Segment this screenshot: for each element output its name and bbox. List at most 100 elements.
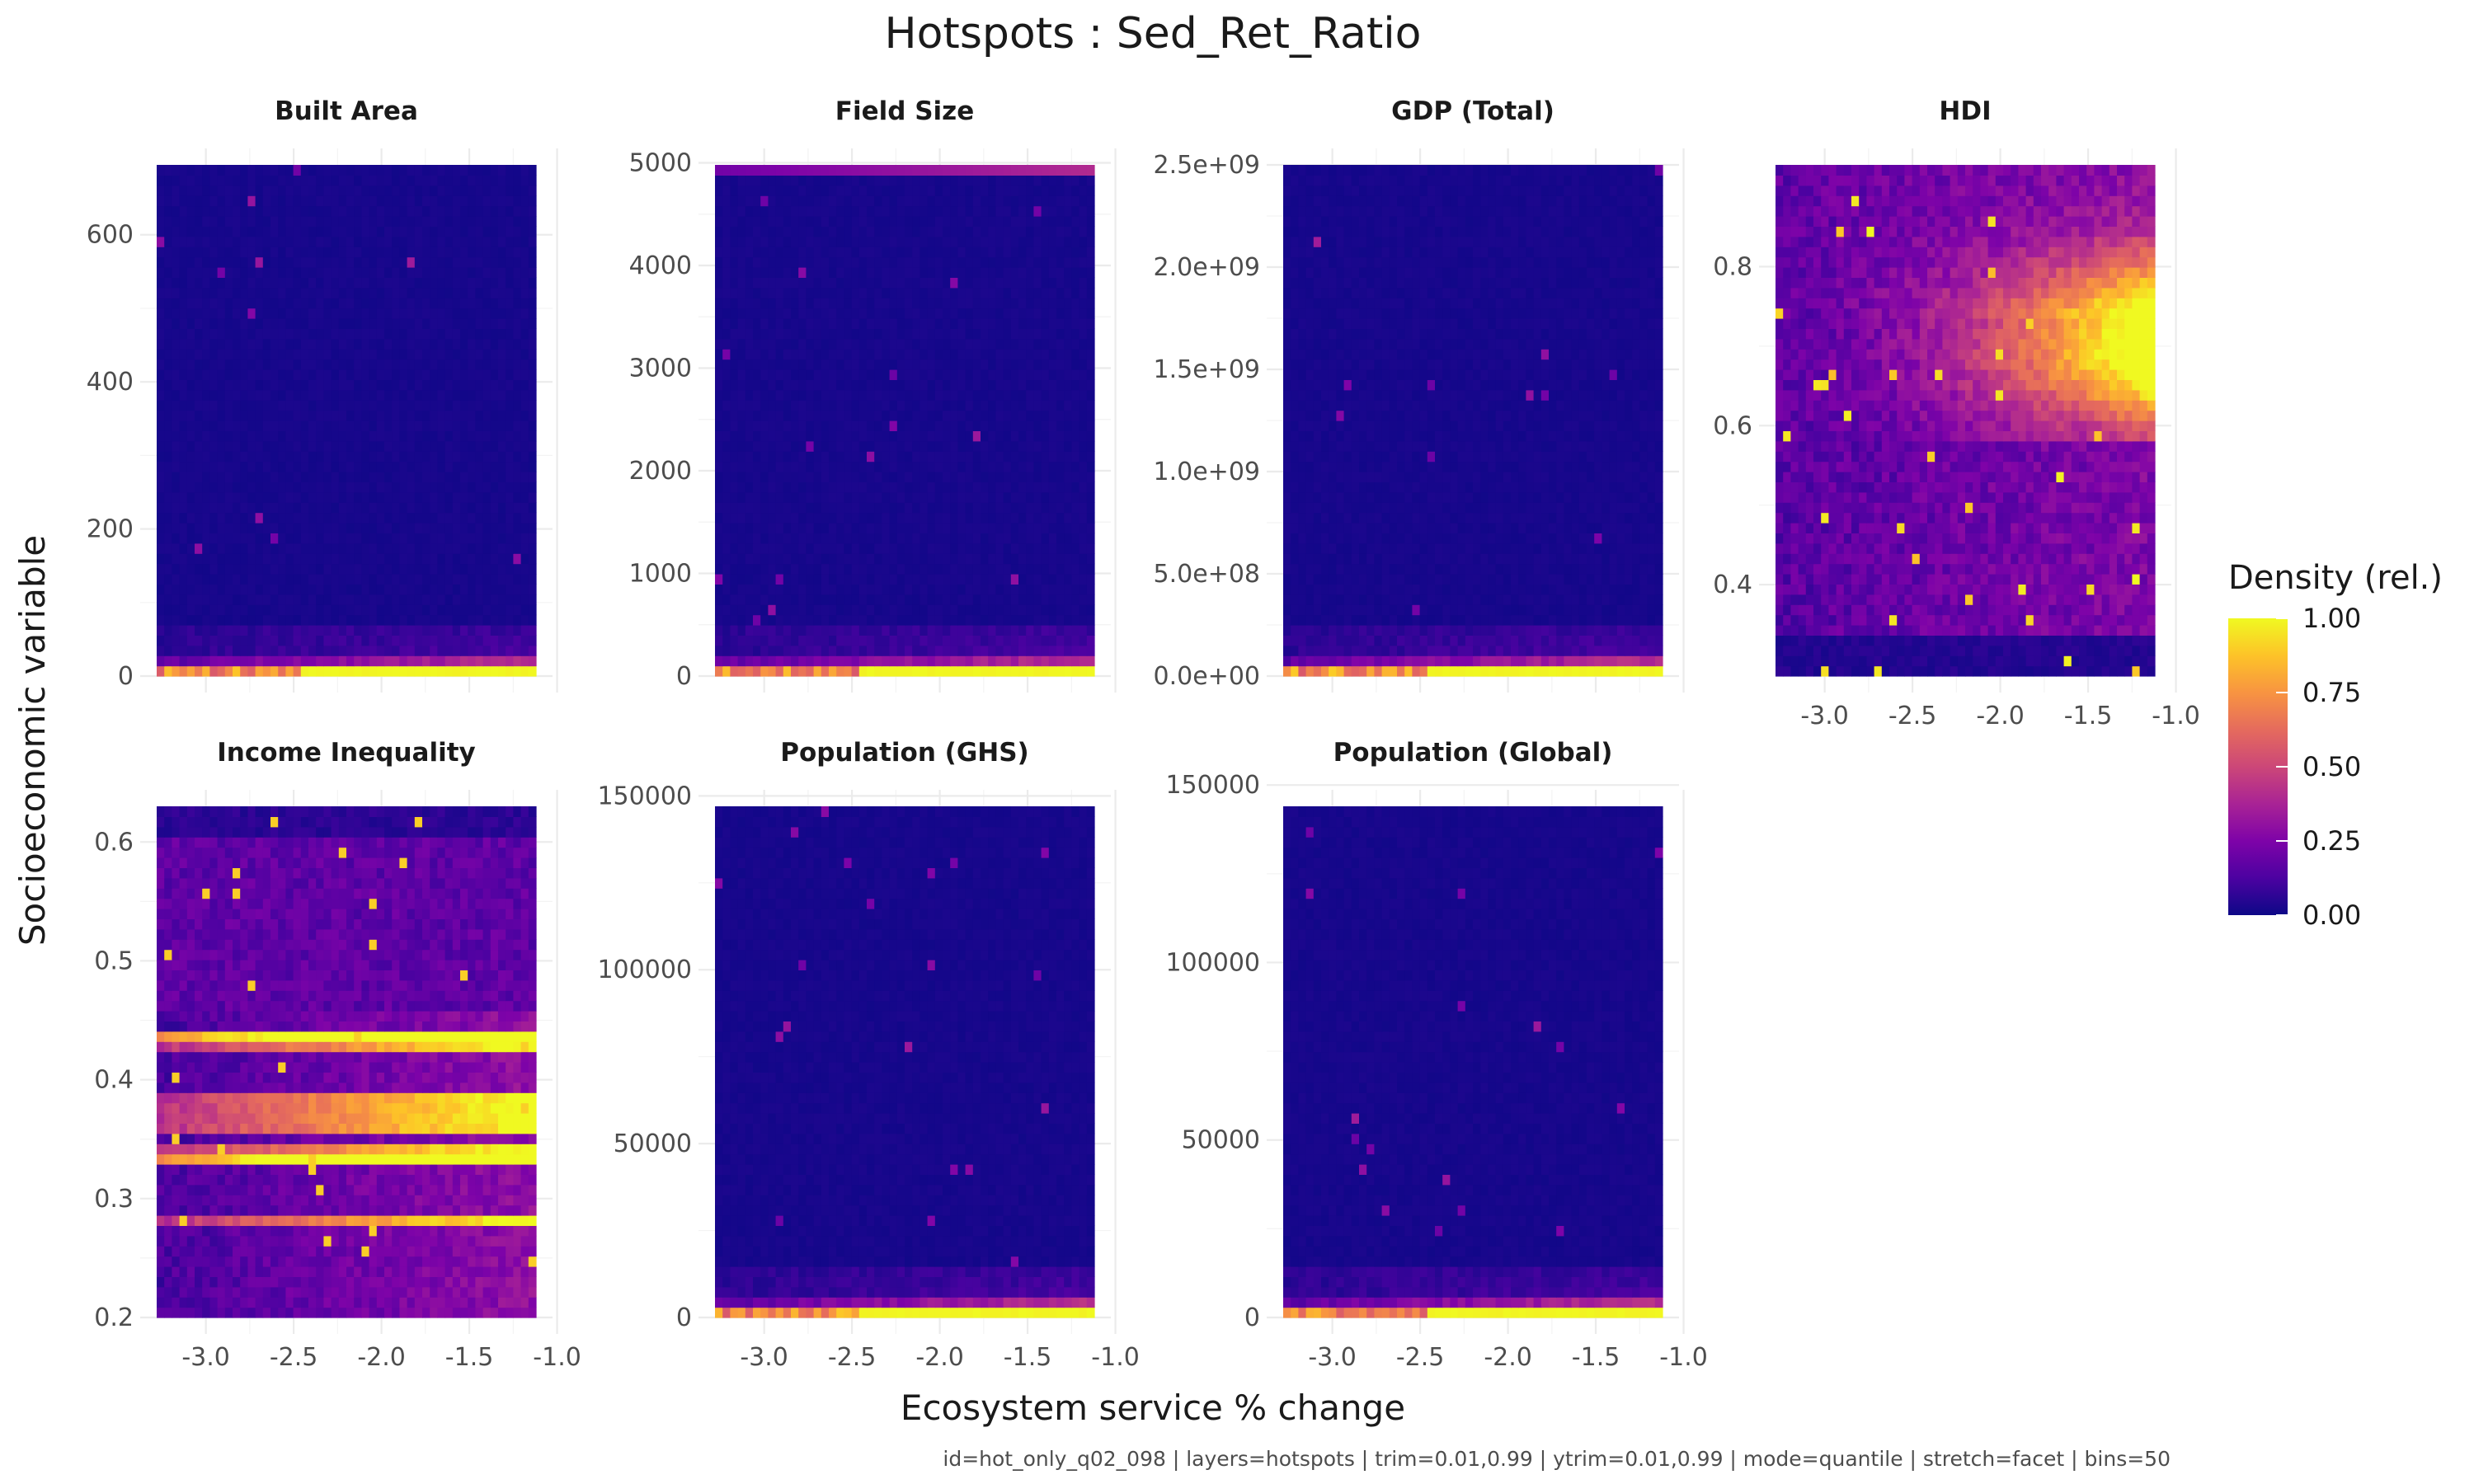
heat-cell xyxy=(483,502,492,513)
heat-cell xyxy=(506,186,514,196)
heat-cell xyxy=(722,420,731,431)
heat-cell xyxy=(995,564,1004,575)
heat-cell xyxy=(323,328,332,339)
heat-cell xyxy=(943,462,951,472)
heat-cell xyxy=(407,625,416,636)
heat-cell xyxy=(263,513,271,524)
heat-cell xyxy=(218,604,226,615)
heat-cell xyxy=(407,513,416,524)
heat-cell xyxy=(369,206,378,217)
heat-cell xyxy=(806,257,814,268)
heat-cell xyxy=(209,175,218,186)
heat-cell xyxy=(361,237,369,247)
heat-cell xyxy=(407,237,416,247)
heat-cell xyxy=(195,584,203,594)
heat-cell xyxy=(798,666,807,677)
heat-cell xyxy=(1071,430,1079,441)
heat-cell xyxy=(247,237,256,247)
heat-cell xyxy=(256,574,264,585)
heat-cell xyxy=(172,553,180,564)
heat-cell xyxy=(354,216,362,227)
heat-cell xyxy=(361,502,369,513)
heat-cell xyxy=(346,328,355,339)
heat-cell xyxy=(157,655,165,666)
heat-cell xyxy=(263,298,271,308)
heat-cell xyxy=(1018,523,1027,533)
heat-cell xyxy=(468,564,476,575)
heat-cell xyxy=(453,298,461,308)
heat-cell xyxy=(157,604,165,615)
heat-cell xyxy=(384,481,393,492)
heat-cell xyxy=(308,298,317,308)
heat-cell xyxy=(399,288,407,298)
heat-cell xyxy=(745,666,754,677)
heat-cell xyxy=(1004,451,1012,462)
heat-cell xyxy=(738,175,746,186)
heat-cell xyxy=(722,625,731,636)
heat-cell xyxy=(218,288,226,298)
heat-cell xyxy=(897,369,905,380)
heat-cell xyxy=(912,615,920,626)
heat-cell xyxy=(202,420,210,431)
heat-cell xyxy=(935,379,943,390)
heat-cell xyxy=(882,430,890,441)
heat-cell xyxy=(308,308,317,319)
heat-cell xyxy=(776,481,784,492)
heat-cell xyxy=(430,420,438,431)
heat-cell xyxy=(1079,411,1088,421)
heat-cell xyxy=(506,615,514,626)
heat-cell xyxy=(730,267,738,278)
heat-cell xyxy=(897,462,905,472)
heat-cell xyxy=(852,237,860,247)
heat-cell xyxy=(890,584,898,594)
heat-cell xyxy=(498,400,506,411)
heat-cell xyxy=(1087,564,1095,575)
heat-cell xyxy=(323,625,332,636)
heat-cell xyxy=(316,349,324,359)
heat-cell xyxy=(445,472,454,482)
heat-cell xyxy=(890,328,898,339)
heat-cell xyxy=(172,625,180,636)
heat-cell xyxy=(316,513,324,524)
heat-cell xyxy=(430,195,438,206)
heat-cell xyxy=(920,379,928,390)
heat-cell xyxy=(1064,400,1072,411)
heat-cell xyxy=(256,308,264,319)
heat-cell xyxy=(753,390,761,401)
heat-cell xyxy=(247,472,256,482)
heat-cell xyxy=(430,339,438,350)
heat-cell xyxy=(874,564,882,575)
heat-cell xyxy=(202,666,210,677)
heat-cell xyxy=(323,666,332,677)
heat-cell xyxy=(738,604,746,615)
heat-cell xyxy=(829,513,837,524)
heat-cell xyxy=(422,625,430,636)
heat-cell xyxy=(867,400,875,411)
heat-cell xyxy=(460,625,468,636)
heat-cell xyxy=(988,625,996,636)
heat-cell xyxy=(988,513,996,524)
heat-cell xyxy=(905,226,913,237)
heat-cell xyxy=(943,216,951,227)
heat-cell xyxy=(491,379,499,390)
heat-cell xyxy=(722,216,731,227)
heat-cell xyxy=(768,553,776,564)
heat-cell xyxy=(354,226,362,237)
heat-cell xyxy=(483,308,492,319)
heat-cell xyxy=(950,502,958,513)
heat-cell xyxy=(475,481,483,492)
heat-cell xyxy=(354,328,362,339)
heat-cell xyxy=(760,328,769,339)
heat-cell xyxy=(1042,564,1050,575)
heat-cell xyxy=(233,574,241,585)
heat-cell xyxy=(1071,533,1079,543)
heat-cell xyxy=(506,553,514,564)
heat-cell xyxy=(981,359,989,370)
heat-cell xyxy=(308,523,317,533)
heat-cell xyxy=(164,400,172,411)
heat-cell xyxy=(437,390,445,401)
heat-cell xyxy=(859,359,868,370)
heat-cell xyxy=(950,216,958,227)
heat-cell xyxy=(247,615,256,626)
heat-cell xyxy=(316,584,324,594)
